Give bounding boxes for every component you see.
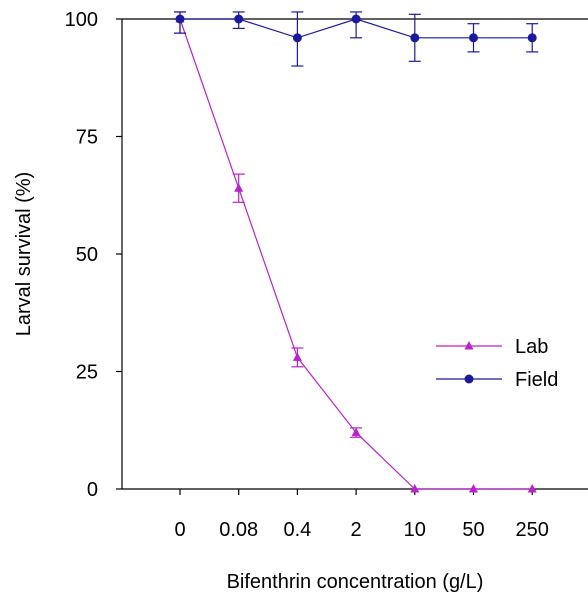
x-tick-label: 50 bbox=[462, 519, 484, 541]
series-layer bbox=[174, 11, 539, 493]
y-axis-label: Larval survival (%) bbox=[13, 172, 35, 336]
data-point-lab bbox=[292, 352, 302, 361]
y-axis-ticks: 0 25 50 75 100 bbox=[65, 9, 122, 501]
x-tick-label: 10 bbox=[404, 519, 426, 541]
data-point-field bbox=[527, 33, 537, 43]
series-line-lab bbox=[179, 18, 533, 490]
legend-label-lab: Lab bbox=[515, 336, 548, 358]
legend-marker-field bbox=[464, 374, 474, 384]
data-point-field bbox=[351, 14, 361, 24]
data-point-field bbox=[410, 33, 420, 43]
y-tick-label: 25 bbox=[76, 362, 98, 384]
x-axis-ticks: 0 0.08 0.4 2 10 50 250 bbox=[174, 489, 549, 541]
series-field bbox=[174, 11, 539, 67]
data-point-field bbox=[175, 14, 185, 24]
series-lab bbox=[174, 11, 537, 493]
data-point-lab bbox=[527, 484, 537, 493]
data-point-lab bbox=[410, 484, 420, 493]
legend: Lab Field bbox=[436, 336, 558, 391]
data-point-lab bbox=[234, 183, 244, 192]
x-tick-label: 0 bbox=[174, 519, 185, 541]
data-point-field bbox=[469, 33, 478, 43]
y-tick-label: 100 bbox=[65, 9, 98, 31]
legend-label-field: Field bbox=[515, 369, 558, 391]
x-axis-label: Bifenthrin concentration (g/L) bbox=[227, 571, 484, 593]
y-tick-label: 75 bbox=[76, 127, 98, 149]
x-tick-label: 2 bbox=[351, 519, 362, 541]
legend-marker-lab bbox=[464, 341, 474, 350]
x-tick-label: 250 bbox=[516, 519, 549, 541]
data-point-field bbox=[292, 33, 302, 43]
y-tick-label: 0 bbox=[87, 479, 98, 501]
x-tick-label: 0.08 bbox=[219, 519, 258, 541]
data-point-field bbox=[234, 14, 244, 24]
y-tick-label: 50 bbox=[76, 244, 98, 266]
x-tick-label: 0.4 bbox=[283, 519, 311, 541]
data-point-lab bbox=[469, 484, 478, 493]
data-point-lab bbox=[351, 427, 361, 437]
